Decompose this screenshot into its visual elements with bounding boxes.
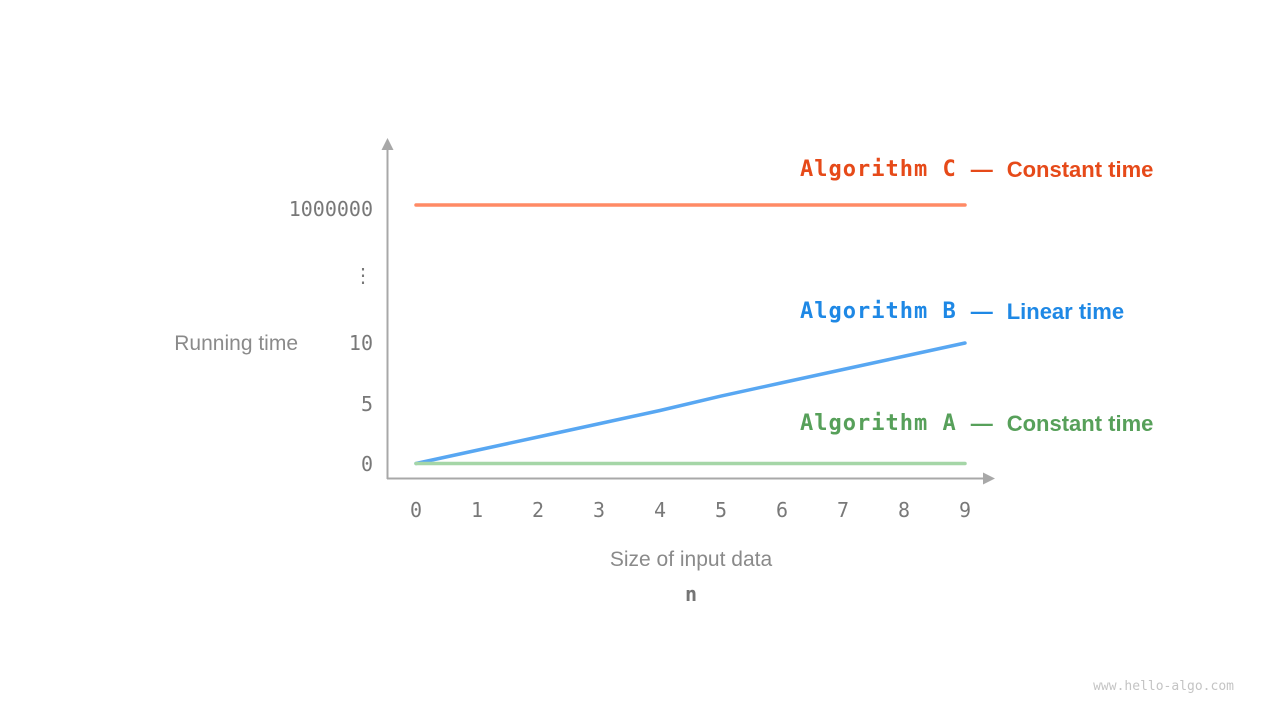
x-tick-label: 1 <box>470 498 484 522</box>
x-tick-label: 5 <box>714 498 728 522</box>
x-tick-label: 8 <box>897 498 911 522</box>
x-axis-variable: n <box>684 582 698 606</box>
legend-complexity-label: Constant time <box>1006 157 1154 182</box>
x-tick-label: 3 <box>592 498 606 522</box>
series-line-algorithm-b <box>414 341 967 466</box>
x-tick-label: 0 <box>409 498 423 522</box>
legend-complexity-label: Constant time <box>1006 411 1154 436</box>
x-tick-label: 7 <box>836 498 850 522</box>
legend-dash: — <box>970 157 993 182</box>
x-axis-title: Size of input data <box>609 548 773 571</box>
legend-algorithm-b: Algorithm B — Linear time <box>800 299 1124 325</box>
y-tick-label: 0 <box>360 452 373 476</box>
legend-algorithm-a: Algorithm A — Constant time <box>800 411 1153 437</box>
watermark-url: www.hello-algo.com <box>1093 679 1234 694</box>
y-axis-arrow-icon <box>381 138 394 150</box>
y-tick-label: 5 <box>360 392 373 416</box>
legend-dash: — <box>970 411 993 436</box>
legend-algorithm-c: Algorithm C — Constant time <box>800 157 1153 183</box>
x-tick-label: 6 <box>775 498 789 522</box>
x-tick-label: 2 <box>531 498 545 522</box>
legend-series-name: Algorithm A <box>800 411 957 436</box>
x-axis-arrow-icon <box>983 472 995 485</box>
legend-series-name: Algorithm C <box>800 157 957 182</box>
legend-dash: — <box>970 299 993 324</box>
y-axis-title: Running time <box>174 332 298 355</box>
legend-complexity-label: Linear time <box>1006 299 1125 324</box>
legend-series-name: Algorithm B <box>800 299 957 324</box>
y-tick-label: 10 <box>348 331 373 355</box>
y-tick-label: ⋮ <box>353 263 373 287</box>
x-tick-label: 4 <box>653 498 667 522</box>
x-tick-label: 9 <box>958 498 972 522</box>
y-tick-label: 1000000 <box>288 197 373 221</box>
